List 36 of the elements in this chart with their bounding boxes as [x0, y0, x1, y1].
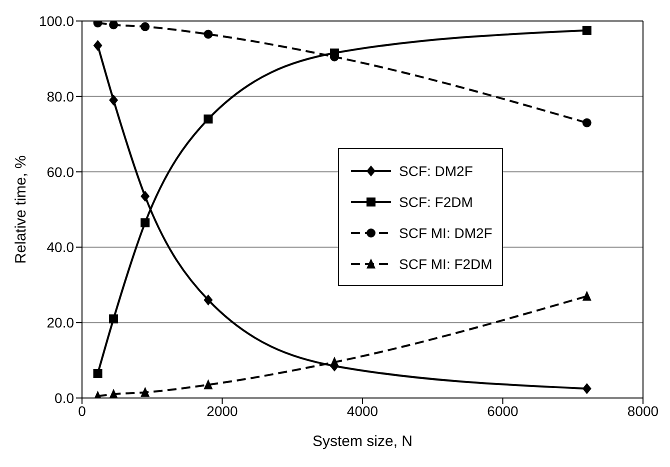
legend-label: SCF MI: F2DM [399, 256, 492, 272]
y-tick-label: 100.0 [38, 12, 74, 29]
point [140, 190, 150, 202]
point [204, 379, 213, 390]
x-tick-label: 2000 [206, 402, 238, 419]
point [93, 368, 102, 378]
y-tick-label: 60.0 [46, 164, 74, 180]
point [140, 218, 150, 228]
point [140, 386, 150, 397]
point [109, 21, 118, 30]
point [582, 118, 592, 128]
x-tick-label: 4000 [346, 402, 378, 419]
x-tick-label: 8000 [627, 402, 659, 419]
legend-label: SCF MI: DM2F [399, 224, 492, 240]
legend-label: SCF: DM2F [399, 162, 473, 178]
point [109, 94, 118, 106]
point [582, 26, 592, 35]
y-tick-label: 20.0 [46, 314, 74, 331]
x-tick-label: 6000 [487, 402, 519, 419]
point [140, 22, 150, 32]
point [204, 30, 213, 39]
x-axis-title: System size, N [312, 433, 413, 450]
point [582, 290, 592, 301]
y-tick-label: 40.0 [46, 239, 74, 256]
point [109, 388, 118, 398]
point [204, 114, 213, 124]
x-tick-label: 0 [78, 402, 86, 419]
y-tick-label: 0.0 [54, 390, 74, 406]
y-axis-title: Relative time, % [12, 155, 30, 264]
point [109, 314, 118, 324]
legend-label: SCF: F2DM [399, 194, 473, 210]
point [582, 383, 592, 394]
point [204, 294, 213, 306]
y-tick-label: 80.0 [46, 88, 74, 104]
point [93, 40, 102, 52]
point [330, 48, 339, 58]
